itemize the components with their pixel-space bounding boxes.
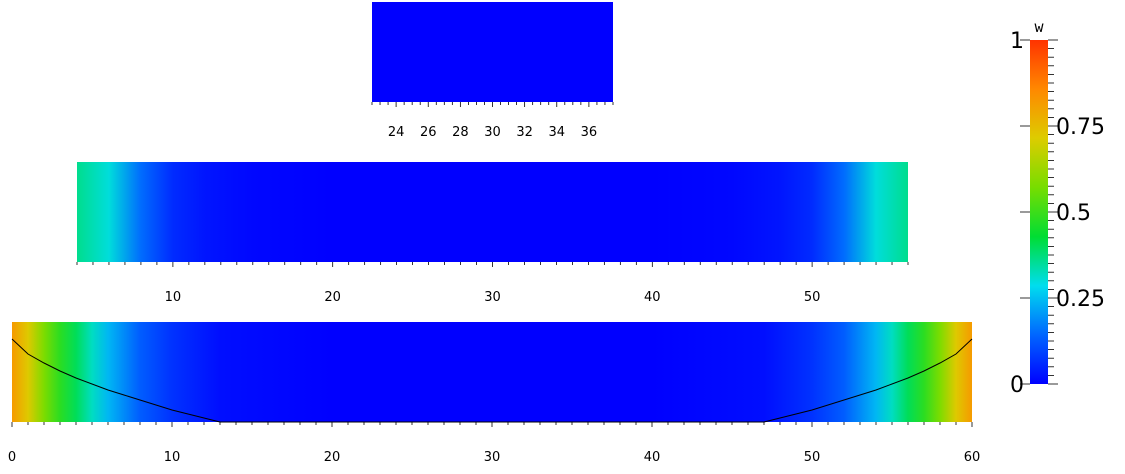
x-tick-label: 28 xyxy=(452,125,469,140)
x-tick-label: 50 xyxy=(804,290,821,305)
x-tick-label: 32 xyxy=(516,125,533,140)
heatmap-field xyxy=(372,2,613,102)
x-axis-ticks xyxy=(11,422,973,427)
x-axis-ticks xyxy=(371,102,614,107)
x-tick-label: 34 xyxy=(548,125,565,140)
x-tick-label: 30 xyxy=(484,290,501,305)
heatmap-field xyxy=(12,322,972,422)
x-tick-label: 0 xyxy=(8,450,16,465)
profile-curve xyxy=(11,338,221,423)
heatmap-panels: 24 26 28 30 32 34 36 10 20 30 40 50 0 10 20 30 40 50 60 xyxy=(8,2,980,465)
x-tick-label: 20 xyxy=(324,290,341,305)
x-tick-label: 20 xyxy=(324,450,341,465)
x-tick-label: 30 xyxy=(484,125,501,140)
heatmap-panel-3: 0 10 20 30 40 50 60 xyxy=(8,322,980,465)
heatmap-panel-1: 24 26 28 30 32 34 36 xyxy=(371,2,614,140)
x-tick-label: 10 xyxy=(165,290,182,305)
x-tick-label: 36 xyxy=(581,125,598,140)
heatmap-panel-2: 10 20 30 40 50 xyxy=(76,162,909,305)
colorbar-tick-label: 0.5 xyxy=(1056,201,1091,226)
x-tick-label: 24 xyxy=(388,125,405,140)
x-tick-label: 60 xyxy=(964,450,981,465)
colorbar-tick-label: 0.25 xyxy=(1056,287,1105,312)
colorbar-ticks xyxy=(1020,39,1058,385)
x-tick-label: 26 xyxy=(420,125,437,140)
x-axis-ticks xyxy=(76,262,909,267)
colorbar-title: w xyxy=(1034,18,1044,36)
x-tick-label: 10 xyxy=(164,450,181,465)
colorbar-tick-label: 0.75 xyxy=(1056,115,1105,140)
x-tick-label: 40 xyxy=(644,450,661,465)
heatmap-field xyxy=(77,162,908,262)
x-tick-label: 50 xyxy=(804,450,821,465)
colorbar-gradient xyxy=(1030,40,1048,384)
x-tick-label: 40 xyxy=(644,290,661,305)
colorbar-tick-label: 1 xyxy=(1010,29,1024,54)
x-tick-label: 30 xyxy=(484,450,501,465)
colorbar: 1 0.75 0.5 0.25 0 w xyxy=(1010,18,1105,398)
profile-curve xyxy=(763,338,973,423)
colorbar-tick-label: 0 xyxy=(1010,373,1024,398)
